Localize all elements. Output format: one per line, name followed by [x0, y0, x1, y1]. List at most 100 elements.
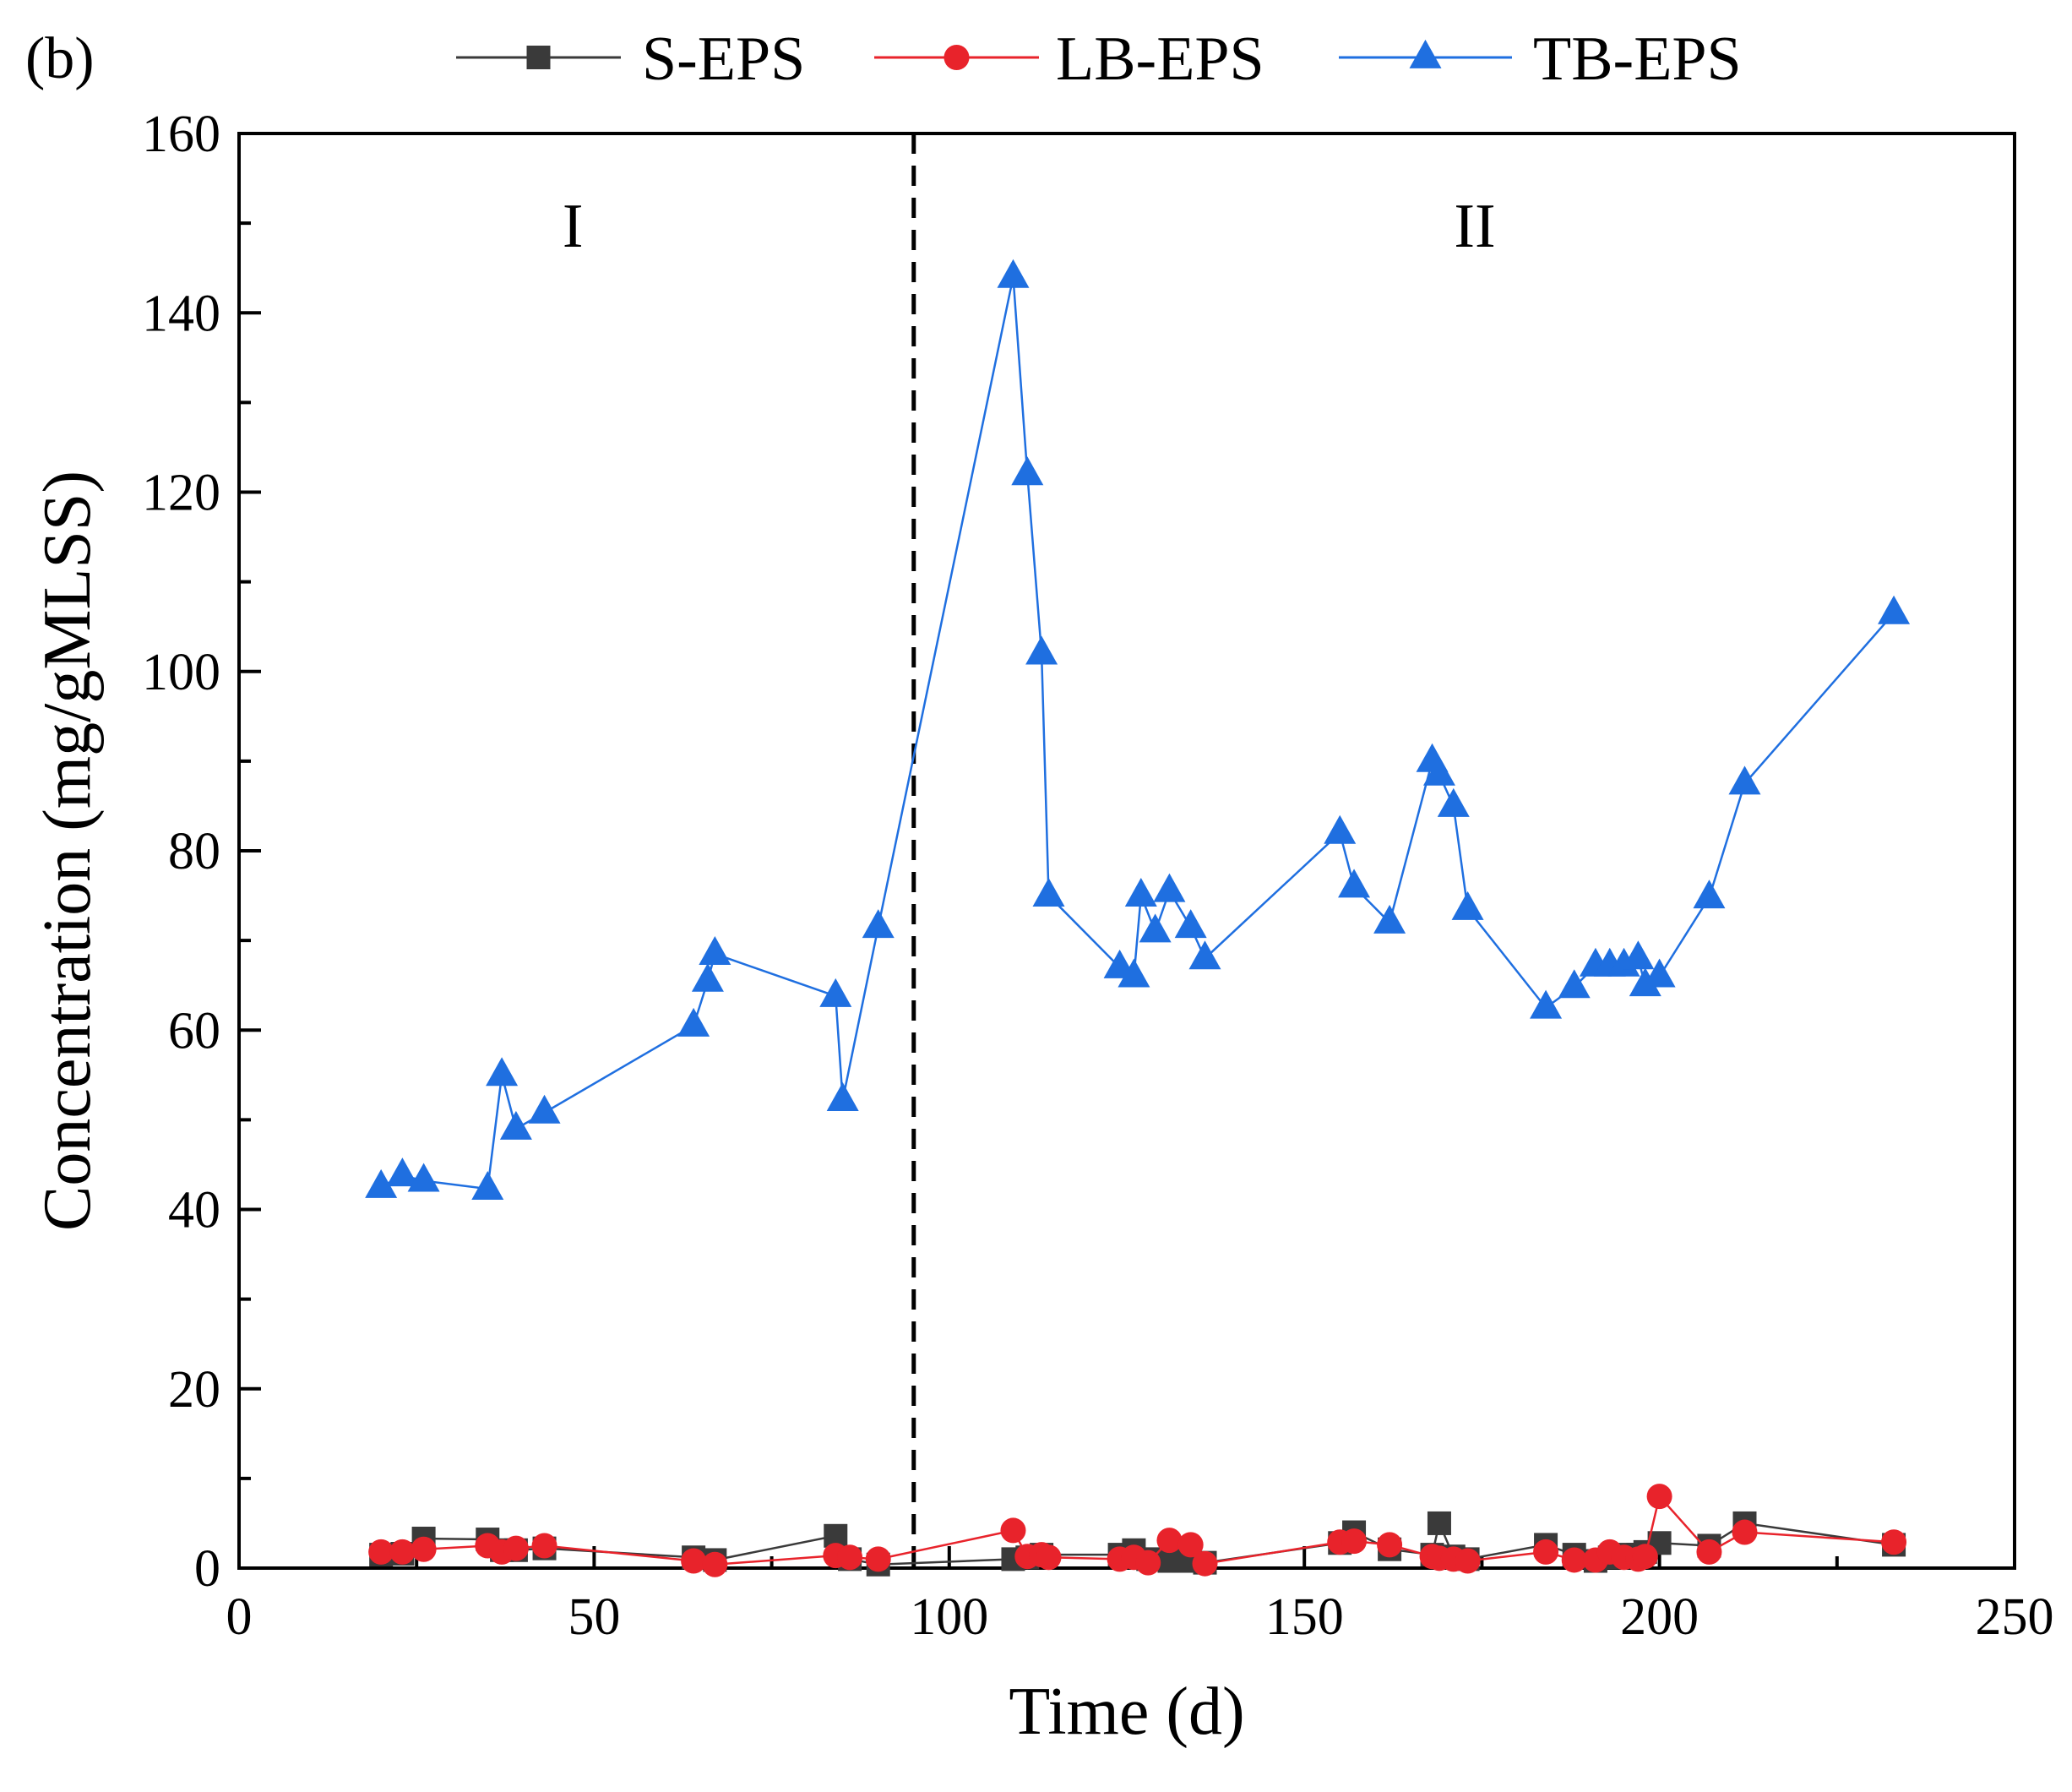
data-point [1646, 1484, 1672, 1510]
data-point [1878, 595, 1911, 624]
data-point [1632, 1544, 1658, 1570]
data-point [365, 1168, 398, 1198]
legend: S-EPS LB-EPS TB-EPS [456, 25, 1742, 94]
data-point [1530, 989, 1563, 1019]
x-tick-label: 0 [226, 1588, 253, 1646]
data-point [1139, 913, 1172, 943]
region-label: I [563, 192, 584, 261]
data-point [411, 1536, 437, 1562]
legend-label: LB-EPS [1056, 25, 1264, 94]
y-tick-label: 60 [168, 1002, 220, 1059]
region-labels: I II [563, 192, 1496, 261]
y-tick-label: 40 [168, 1182, 220, 1239]
data-point [1728, 765, 1761, 795]
data-point [826, 1081, 859, 1111]
data-point [1025, 635, 1058, 665]
data-point [691, 962, 724, 992]
legend-item-tb-eps: TB-EPS [1339, 25, 1742, 94]
data-point [1192, 1550, 1218, 1577]
data-point [1036, 1544, 1062, 1571]
data-point [1561, 1547, 1587, 1573]
data-point [702, 1551, 728, 1577]
legend-marker [526, 46, 551, 69]
series-tb-eps [365, 259, 1911, 1201]
data-point [1156, 1528, 1183, 1554]
data-point [1118, 958, 1150, 988]
data-point [699, 935, 731, 965]
data-point [1135, 1550, 1161, 1576]
x-tick-label: 250 [1976, 1588, 2054, 1646]
y-axis: 0 20 40 60 80 100 120 140 160 [142, 106, 261, 1598]
data-point [1558, 969, 1591, 999]
data-point [1622, 940, 1655, 970]
x-tick-label: 50 [568, 1588, 620, 1646]
data-point [1629, 967, 1661, 997]
data-point [1533, 1539, 1559, 1565]
data-point [1451, 891, 1484, 920]
data-point [1177, 1532, 1204, 1558]
legend-label: S-EPS [642, 25, 805, 94]
data-point [1437, 787, 1470, 817]
y-tick-label: 120 [142, 465, 220, 522]
data-point [1373, 904, 1406, 934]
data-point [1881, 1529, 1907, 1555]
data-point [1693, 880, 1726, 909]
data-point [1174, 909, 1207, 939]
data-point [1732, 1519, 1758, 1545]
data-point [1032, 877, 1065, 907]
x-tick-label: 200 [1620, 1588, 1699, 1646]
data-point [486, 1057, 519, 1087]
y-tick-label: 80 [168, 823, 220, 880]
data-point [1341, 1528, 1368, 1555]
data-point [1377, 1532, 1403, 1558]
data-point [1153, 873, 1186, 902]
data-point [386, 1157, 419, 1187]
region-label: II [1454, 192, 1495, 261]
data-point [1011, 456, 1044, 486]
plot-frame [237, 132, 2016, 1570]
data-point [1427, 1511, 1451, 1535]
x-axis-title: Time (d) [1009, 1675, 1244, 1749]
data-point [1338, 869, 1371, 898]
legend-item-lb-eps: LB-EPS [874, 25, 1264, 94]
data-point [1422, 756, 1455, 786]
data-point [681, 1548, 707, 1574]
x-tick-label: 150 [1265, 1588, 1344, 1646]
series-line [380, 276, 1895, 1190]
data-point [471, 1171, 504, 1201]
series-layer [365, 259, 1911, 1577]
data-point [677, 1007, 710, 1037]
legend-marker [1409, 39, 1442, 68]
data-point [1000, 1517, 1026, 1544]
data-point [1643, 958, 1676, 988]
legend-label: TB-EPS [1533, 25, 1742, 94]
y-axis-title: Concentration (mg/gMLSS) [30, 471, 105, 1231]
data-point [503, 1535, 529, 1561]
x-tick-label: 100 [910, 1588, 988, 1646]
panel-label: (b) [25, 26, 95, 91]
data-point [865, 1546, 891, 1572]
data-point [1455, 1548, 1481, 1574]
y-tick-label: 160 [142, 106, 220, 163]
data-point [862, 909, 895, 939]
y-tick-label: 0 [194, 1540, 220, 1598]
data-point [1324, 814, 1357, 844]
data-point [1124, 877, 1157, 907]
data-point [389, 1539, 416, 1565]
data-point [407, 1163, 440, 1192]
y-tick-label: 100 [142, 644, 220, 701]
data-point [1696, 1539, 1722, 1565]
data-point [1188, 940, 1221, 970]
data-point [528, 1094, 561, 1124]
data-point [368, 1539, 394, 1565]
data-point [499, 1110, 532, 1140]
data-point [819, 978, 852, 1007]
data-point [997, 259, 1030, 288]
series-lb-eps [368, 1484, 1907, 1577]
y-tick-label: 140 [142, 285, 220, 342]
y-tick-label: 20 [168, 1361, 220, 1419]
legend-item-s-eps: S-EPS [456, 25, 805, 94]
data-point [531, 1533, 557, 1559]
legend-marker [944, 45, 970, 70]
